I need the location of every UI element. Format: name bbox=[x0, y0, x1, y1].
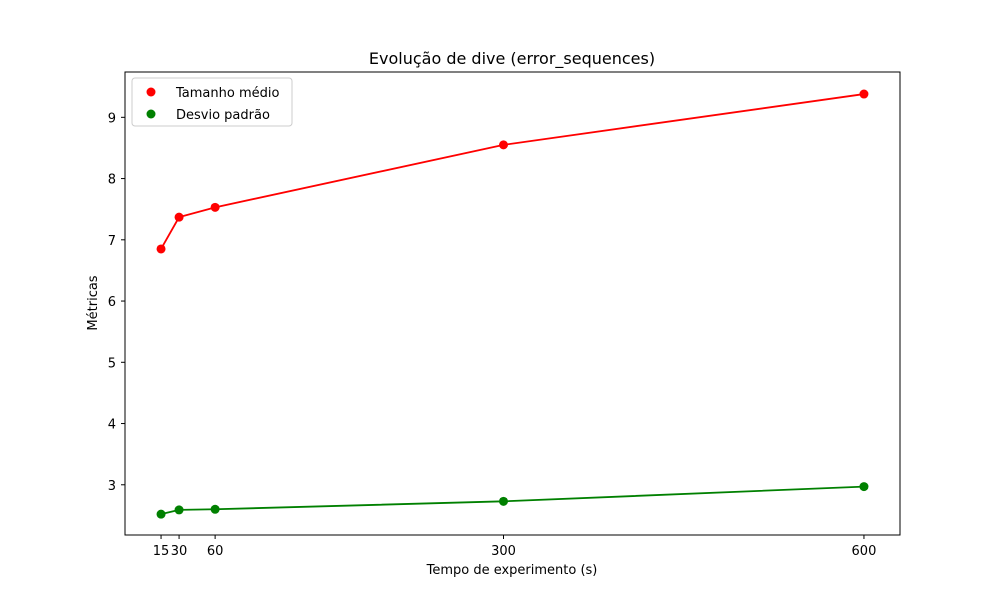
y-tick-label: 8 bbox=[108, 173, 116, 188]
x-tick-label: 600 bbox=[852, 544, 877, 559]
series-point-2 bbox=[210, 504, 220, 514]
plot-area bbox=[124, 71, 901, 536]
x-axis-label: Tempo de experimento (s) bbox=[426, 563, 598, 578]
series-point-2 bbox=[498, 496, 508, 506]
y-tick-label: 7 bbox=[108, 234, 116, 249]
series-point-2 bbox=[156, 509, 166, 519]
series-point-1 bbox=[174, 212, 184, 222]
x-tick-label: 15 bbox=[153, 544, 170, 559]
series-point-1 bbox=[210, 202, 220, 212]
x-tick-label: 60 bbox=[207, 544, 224, 559]
chart-title: Evolução de dive (error_sequences) bbox=[369, 49, 655, 69]
y-axis-label: Métricas bbox=[86, 275, 101, 330]
series-line-2 bbox=[160, 485, 864, 516]
legend-marker-2 bbox=[146, 109, 156, 119]
legend: Tamanho médio Desvio padrão bbox=[131, 77, 293, 127]
legend-label-2: Desvio padrão bbox=[176, 108, 270, 123]
x-tick-label: 30 bbox=[171, 544, 188, 559]
series-point-1 bbox=[498, 140, 508, 150]
series-point-1 bbox=[156, 244, 166, 254]
series-point-2 bbox=[859, 482, 869, 492]
x-axis: 15 30 60 300 600 bbox=[153, 535, 877, 559]
legend-marker-1 bbox=[146, 87, 156, 97]
y-tick-label: 6 bbox=[108, 295, 116, 310]
legend-box bbox=[131, 77, 293, 127]
x-tick-label: 300 bbox=[491, 544, 516, 559]
y-tick-label: 9 bbox=[108, 111, 116, 126]
legend-label-1: Tamanho médio bbox=[175, 86, 279, 101]
series-point-2 bbox=[174, 505, 184, 515]
y-tick-label: 4 bbox=[108, 418, 116, 433]
y-axis: 3 4 5 6 7 8 9 bbox=[108, 111, 125, 494]
y-tick-label: 3 bbox=[108, 479, 116, 494]
plot-frame bbox=[124, 71, 901, 536]
series-layer bbox=[156, 89, 869, 519]
series-point-1 bbox=[859, 89, 869, 99]
y-tick-label: 5 bbox=[108, 356, 116, 371]
